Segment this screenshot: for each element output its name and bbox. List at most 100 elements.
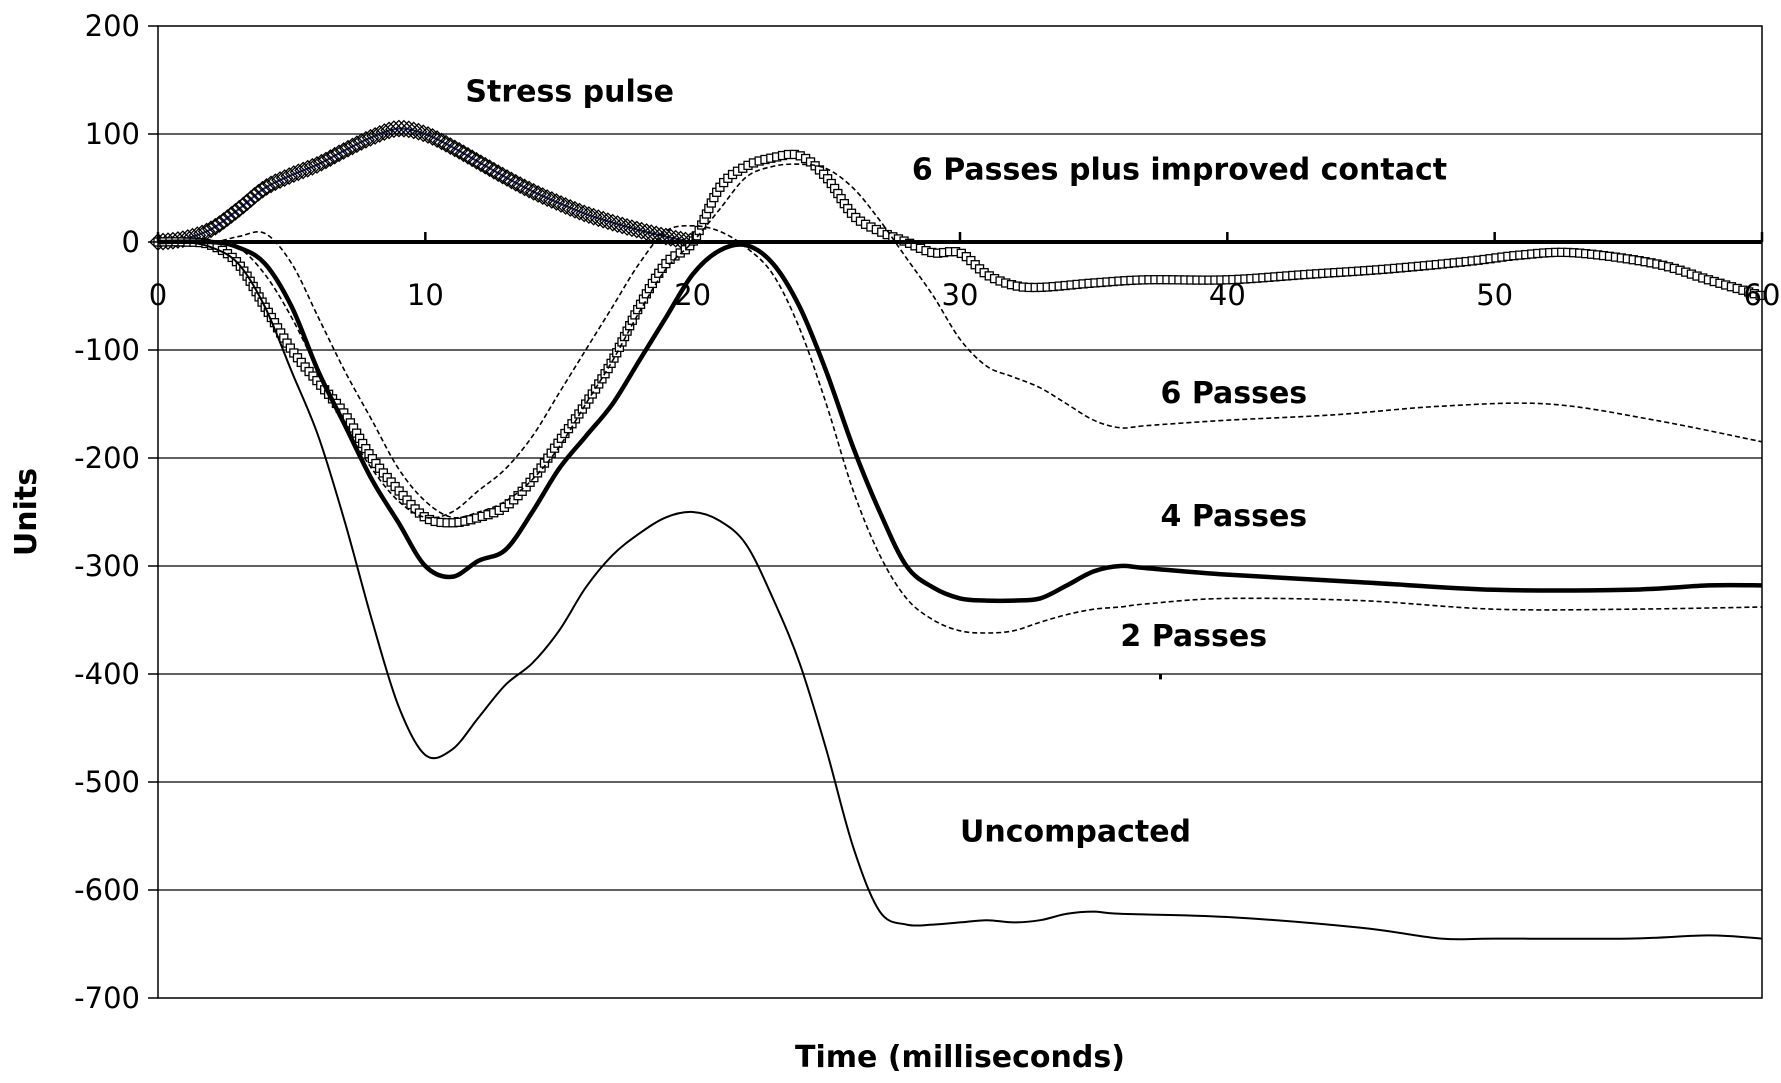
diamond-marker <box>347 135 366 154</box>
diamond-marker <box>437 134 455 153</box>
diamond-marker <box>404 121 423 140</box>
diamond-marker <box>493 166 512 185</box>
series-uncompacted <box>157 240 1763 941</box>
diamond-marker <box>613 216 632 235</box>
diamond-marker <box>565 200 584 219</box>
y-tick-label: -500 <box>74 765 140 799</box>
diamond-marker <box>210 215 229 233</box>
diamond-marker <box>271 171 289 190</box>
diamond-marker <box>547 193 566 211</box>
diamond-marker <box>202 220 220 239</box>
series-uncompacted-line <box>157 240 1763 941</box>
diamond-marker <box>238 193 256 212</box>
series-stress-pulse <box>149 119 700 251</box>
diamond-marker <box>241 190 260 209</box>
diamond-marker <box>380 121 399 140</box>
diamond-marker <box>458 146 477 165</box>
diamond-marker <box>632 221 651 240</box>
diamond-marker <box>428 130 447 149</box>
diamond-marker <box>476 156 495 175</box>
diamond-marker <box>253 180 272 199</box>
axes: 200 100 0 -100 -200 -300 -400 -500 -600 -700 0 10 20… <box>74 9 1780 1015</box>
diamond-marker <box>226 202 245 221</box>
diamond-marker <box>511 176 530 195</box>
diamond-marker <box>445 139 464 158</box>
diamond-marker <box>498 169 516 187</box>
y-tick-label: 200 <box>85 9 140 43</box>
diamond-marker <box>206 217 225 236</box>
annotation-6-passes: 6 Passes <box>1161 376 1308 411</box>
diamond-marker <box>529 185 548 203</box>
diamond-marker <box>622 219 641 238</box>
diamond-marker <box>520 180 539 199</box>
diamond-marker <box>454 144 473 163</box>
diamond-marker <box>579 206 598 225</box>
diamond-marker <box>218 209 237 227</box>
diamond-marker <box>538 189 557 208</box>
diamond-marker <box>423 127 442 146</box>
square-marker <box>1755 290 1765 301</box>
y-tick-label: -200 <box>74 441 140 475</box>
diamond-marker <box>556 196 575 215</box>
diamond-marker <box>366 126 385 145</box>
x-tick-label: 50 <box>1476 278 1513 312</box>
diamond-marker <box>266 173 285 192</box>
y-axis-title: Units <box>9 468 44 556</box>
diamond-marker <box>589 209 608 228</box>
diamond-marker <box>298 159 317 178</box>
diamond-marker <box>352 132 371 151</box>
series-4-passes-line <box>157 239 1763 604</box>
diamond-marker <box>575 204 594 223</box>
diamond-marker <box>441 137 460 156</box>
diamond-marker <box>245 186 264 205</box>
diamond-marker <box>533 187 552 206</box>
diamond-marker <box>234 196 253 215</box>
x-axis-title: Time (milliseconds) <box>795 1040 1125 1075</box>
diamond-marker <box>249 183 268 202</box>
diamond-marker <box>330 144 349 163</box>
diamond-marker <box>384 120 403 139</box>
diamond-marker <box>603 213 622 232</box>
diamond-marker <box>627 220 646 239</box>
series-2-passes-line <box>157 224 1763 634</box>
diamond-marker <box>502 171 521 190</box>
diamond-marker <box>316 151 335 170</box>
diamond-marker <box>361 128 380 147</box>
x-tick-label: 40 <box>1209 278 1246 312</box>
diamond-marker <box>257 177 276 196</box>
diamond-marker <box>214 212 233 230</box>
diamond-marker <box>334 142 353 160</box>
diamond-marker <box>480 159 499 178</box>
diamond-marker <box>661 228 680 247</box>
diamond-marker <box>542 191 561 209</box>
diamond-marker <box>284 165 303 184</box>
plot-border <box>157 25 1763 999</box>
y-tick-label: 0 <box>122 225 140 259</box>
diamond-marker <box>432 132 451 151</box>
diamond-marker <box>489 164 508 183</box>
series-stress-pulse-markers <box>149 119 700 251</box>
x-tick-label: 30 <box>942 278 979 312</box>
y-tick-label: -700 <box>74 981 140 1015</box>
diamond-marker <box>222 205 241 224</box>
diamond-marker <box>303 157 322 176</box>
diamond-marker <box>275 169 294 188</box>
diamond-marker <box>262 175 280 194</box>
series-4-passes <box>157 239 1763 604</box>
diamond-marker <box>375 123 394 142</box>
annotation-stress-pulse: Stress pulse <box>465 75 674 110</box>
diamond-marker <box>370 124 389 143</box>
series-6-passes <box>157 163 1763 519</box>
diamond-marker <box>308 155 326 174</box>
y-tick-label: -100 <box>74 333 140 367</box>
diamond-marker <box>450 141 469 160</box>
x-tick-label: 20 <box>674 278 711 312</box>
x-tick-label: 0 <box>149 278 167 312</box>
diamond-marker <box>339 139 357 158</box>
diamond-marker <box>570 202 589 221</box>
diamond-marker <box>325 146 344 165</box>
diamond-marker <box>467 151 486 170</box>
annotation-uncompacted: Uncompacted <box>960 814 1191 849</box>
diamond-marker <box>289 163 308 182</box>
